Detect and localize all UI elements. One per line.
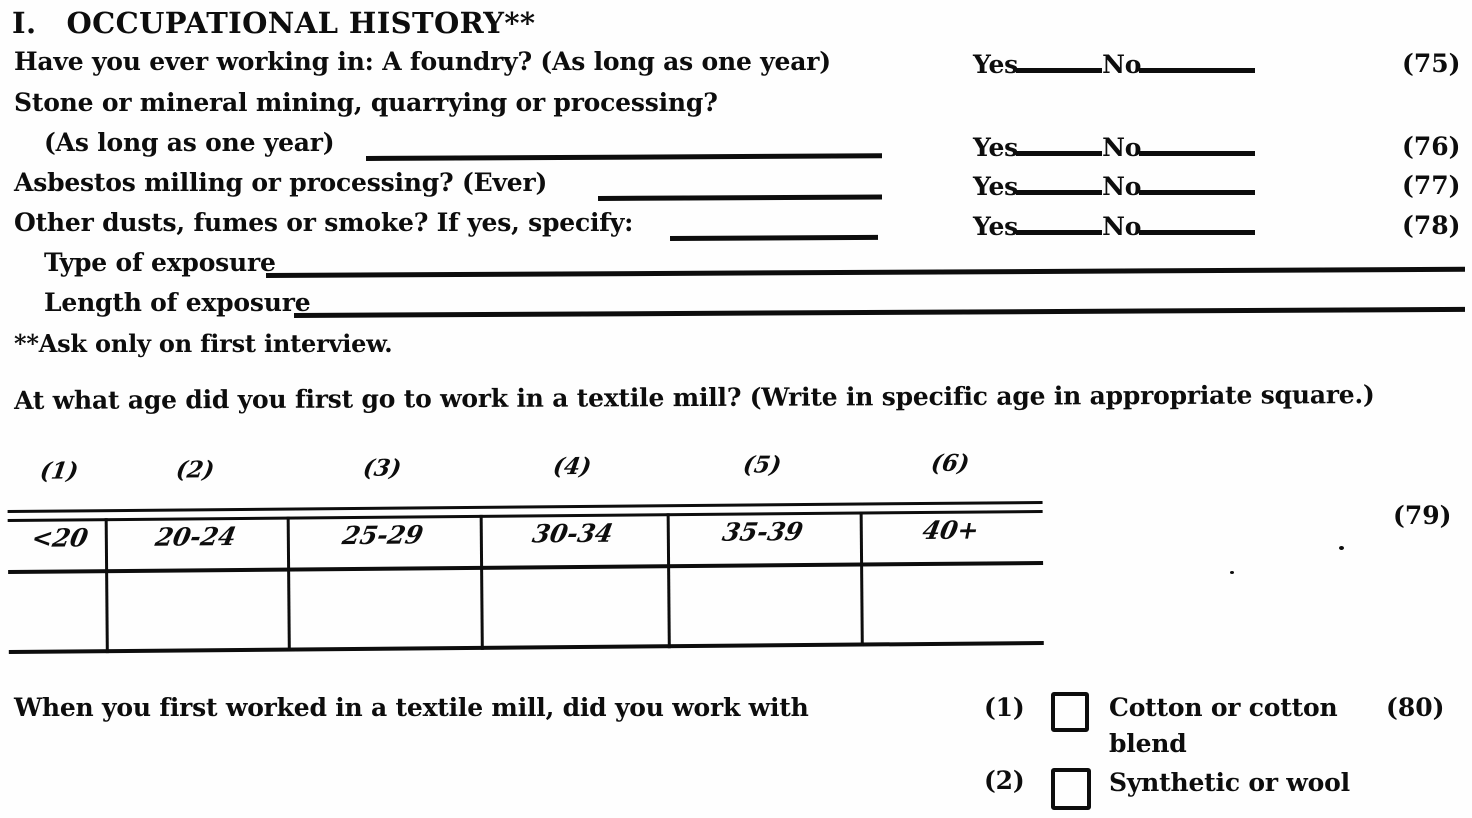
age-cell-20-24[interactable]: [105, 572, 288, 650]
option-1-label-line2: blend: [1109, 729, 1187, 758]
option-2-label: Synthetic or wool: [1109, 768, 1350, 797]
no-blank-foundry[interactable]: [1139, 68, 1256, 73]
yes-label: Yes: [973, 133, 1019, 162]
question-stone: Stone or mineral mining, quarrying or pr…: [14, 88, 718, 117]
ink-speck: [1230, 571, 1234, 574]
section-title: OCCUPATIONAL HISTORY**: [66, 6, 536, 40]
type-of-exposure-label: Type of exposure: [44, 248, 276, 277]
age-table: (1) (2) (3) (4) (5) (6) <20 20-24 25-29 …: [7, 449, 1044, 658]
no-label: No: [1102, 172, 1142, 201]
ink-speck: [1339, 546, 1344, 550]
yes-blank-other-dusts[interactable]: [1016, 230, 1103, 235]
col-number-1: (1): [38, 457, 81, 485]
question-asbestos: Asbestos milling or processing? (Ever): [14, 168, 548, 197]
code-75: (75): [1402, 49, 1461, 78]
code-79: (79): [1393, 501, 1452, 530]
section-title-row: I. OCCUPATIONAL HISTORY**: [12, 6, 536, 40]
code-78: (78): [1402, 211, 1461, 240]
length-of-exposure-blank[interactable]: [294, 306, 1466, 318]
age-cell-40-plus[interactable]: [860, 565, 1044, 643]
col-number-5: (5): [741, 451, 784, 479]
question-other-dusts: Other dusts, fumes or smoke? If yes, spe…: [14, 208, 634, 237]
age-range-35-39: 35-39: [720, 517, 806, 547]
no-label: No: [1102, 50, 1142, 79]
type-of-exposure-blank[interactable]: [266, 266, 1466, 278]
yes-blank-asbestos[interactable]: [1016, 190, 1103, 195]
stone-answer-blank[interactable]: [366, 153, 883, 161]
question-mill-material: When you first worked in a textile mill,…: [14, 693, 809, 722]
code-77: (77): [1402, 171, 1461, 200]
col-number-4: (4): [551, 452, 594, 481]
age-cell-25-29[interactable]: [287, 570, 481, 648]
age-range-25-29: 25-29: [340, 520, 426, 551]
table-top-rule-inner: [7, 509, 1043, 523]
yes-blank-stone[interactable]: [1016, 151, 1103, 156]
yesno-foundry: Yes No: [973, 50, 1256, 79]
col-number-6: (6): [929, 449, 972, 477]
age-cell-35-39[interactable]: [667, 567, 861, 645]
age-range-20-24: 20-24: [153, 521, 239, 552]
yes-label: Yes: [973, 172, 1019, 201]
no-blank-asbestos[interactable]: [1139, 190, 1256, 195]
question-foundry: Have you ever working in: A foundry? (As…: [14, 47, 831, 76]
checkbox-cotton[interactable]: [1051, 692, 1089, 732]
col-number-2: (2): [174, 456, 217, 484]
checkbox-synthetic[interactable]: [1051, 768, 1091, 810]
other-dusts-specify-blank[interactable]: [670, 234, 879, 241]
option-1-label: Cotton or cotton: [1109, 693, 1338, 722]
age-cell-under-20[interactable]: [8, 573, 106, 650]
yes-blank-foundry[interactable]: [1016, 68, 1103, 73]
question-age-first-textile-mill: At what age did you first go to work in …: [13, 380, 1375, 415]
yesno-other-dusts: Yes No: [973, 212, 1256, 241]
yes-label: Yes: [973, 212, 1019, 241]
age-range-under-20: <20: [29, 523, 91, 553]
yes-label: Yes: [973, 50, 1019, 79]
age-cell-30-34[interactable]: [480, 568, 668, 646]
section-numeral: I.: [12, 6, 37, 40]
length-of-exposure-label: Length of exposure: [44, 288, 311, 317]
no-label: No: [1102, 133, 1142, 162]
question-stone-continuation: (As long as one year): [44, 128, 335, 157]
code-80: (80): [1386, 693, 1445, 722]
option-1-number: (1): [984, 693, 1025, 722]
yesno-asbestos: Yes No: [973, 172, 1256, 201]
age-range-30-34: 30-34: [530, 518, 616, 549]
asbestos-answer-blank[interactable]: [598, 194, 883, 201]
code-76: (76): [1402, 132, 1461, 161]
yesno-stone: Yes No: [973, 133, 1256, 162]
age-range-40-plus: 40+: [920, 515, 982, 546]
col-number-3: (3): [361, 454, 404, 482]
no-blank-other-dusts[interactable]: [1139, 230, 1256, 235]
no-blank-stone[interactable]: [1139, 151, 1256, 156]
option-2-number: (2): [984, 766, 1025, 795]
no-label: No: [1102, 212, 1142, 241]
footnote-first-interview: **Ask only on first interview.: [14, 329, 393, 358]
